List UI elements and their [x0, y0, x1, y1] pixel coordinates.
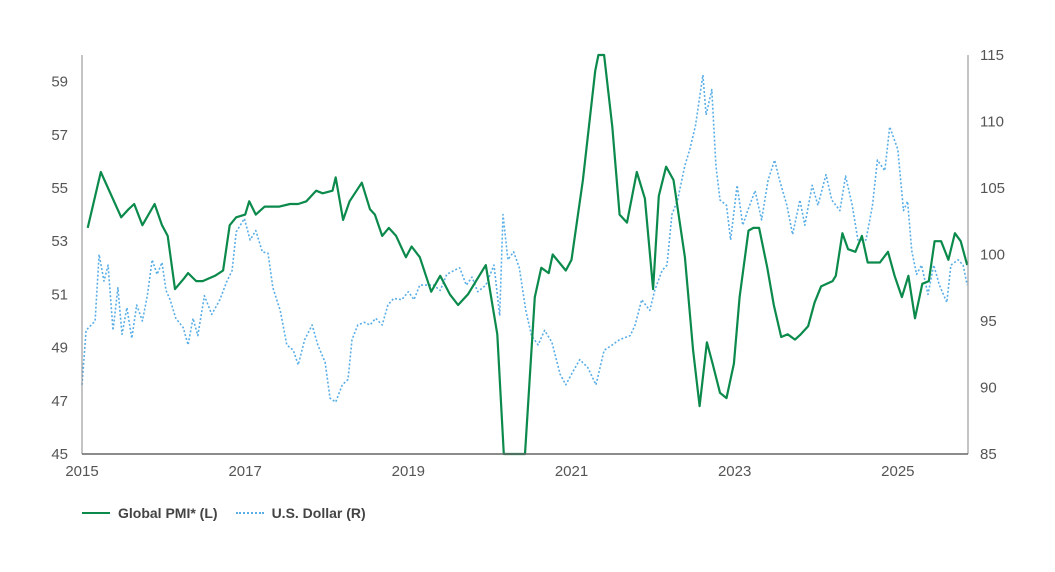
right-axis-ticks: 85 90 95 100 105 110 115: [980, 47, 1005, 463]
right-tick-label: 90: [980, 380, 997, 397]
legend-swatch-dotted-blue: [235, 512, 264, 514]
x-axis-ticks: 2015 2017 2019 2021 2023 2025: [65, 463, 914, 480]
x-tick-label: 2017: [228, 463, 261, 480]
right-tick-label: 95: [980, 313, 997, 330]
series-lines: [81, 53, 969, 456]
legend-label: U.S. Dollar (R): [271, 505, 366, 521]
left-tick-label: 51: [51, 286, 68, 303]
left-tick-label: 55: [51, 180, 68, 197]
us-dollar-line: [81, 74, 968, 403]
left-tick-label: 49: [51, 340, 68, 357]
legend-swatch-solid-green: [82, 512, 110, 514]
global-pmi-line: [86, 53, 969, 456]
right-tick-label: 110: [980, 114, 1004, 131]
right-tick-label: 85: [980, 446, 997, 463]
legend: Global PMI* (L) U.S. Dollar (R): [82, 505, 366, 521]
x-tick-label: 2023: [718, 463, 751, 480]
legend-label: Global PMI* (L): [118, 505, 218, 521]
legend-item-us-dollar: U.S. Dollar (R): [235, 505, 366, 521]
left-axis-ticks: 45 47 49 51 53 55 57 59: [51, 74, 68, 463]
left-tick-label: 59: [51, 74, 68, 91]
left-tick-label: 45: [51, 446, 68, 463]
dual-axis-line-chart: 45 47 49 51 53 55 57 59 85 90 95 100 105 110 115 2015…: [51, 47, 1005, 480]
legend-item-global-pmi: Global PMI* (L): [82, 505, 218, 521]
right-tick-label: 105: [980, 180, 1005, 197]
x-tick-label: 2025: [881, 463, 914, 480]
right-tick-label: 115: [980, 47, 1004, 64]
x-tick-label: 2019: [392, 463, 425, 480]
x-tick-label: 2021: [555, 463, 588, 480]
left-tick-label: 57: [51, 127, 68, 144]
x-tick-label: 2015: [65, 463, 98, 480]
right-tick-label: 100: [980, 247, 1005, 264]
left-tick-label: 53: [51, 233, 68, 250]
left-tick-label: 47: [51, 393, 68, 410]
